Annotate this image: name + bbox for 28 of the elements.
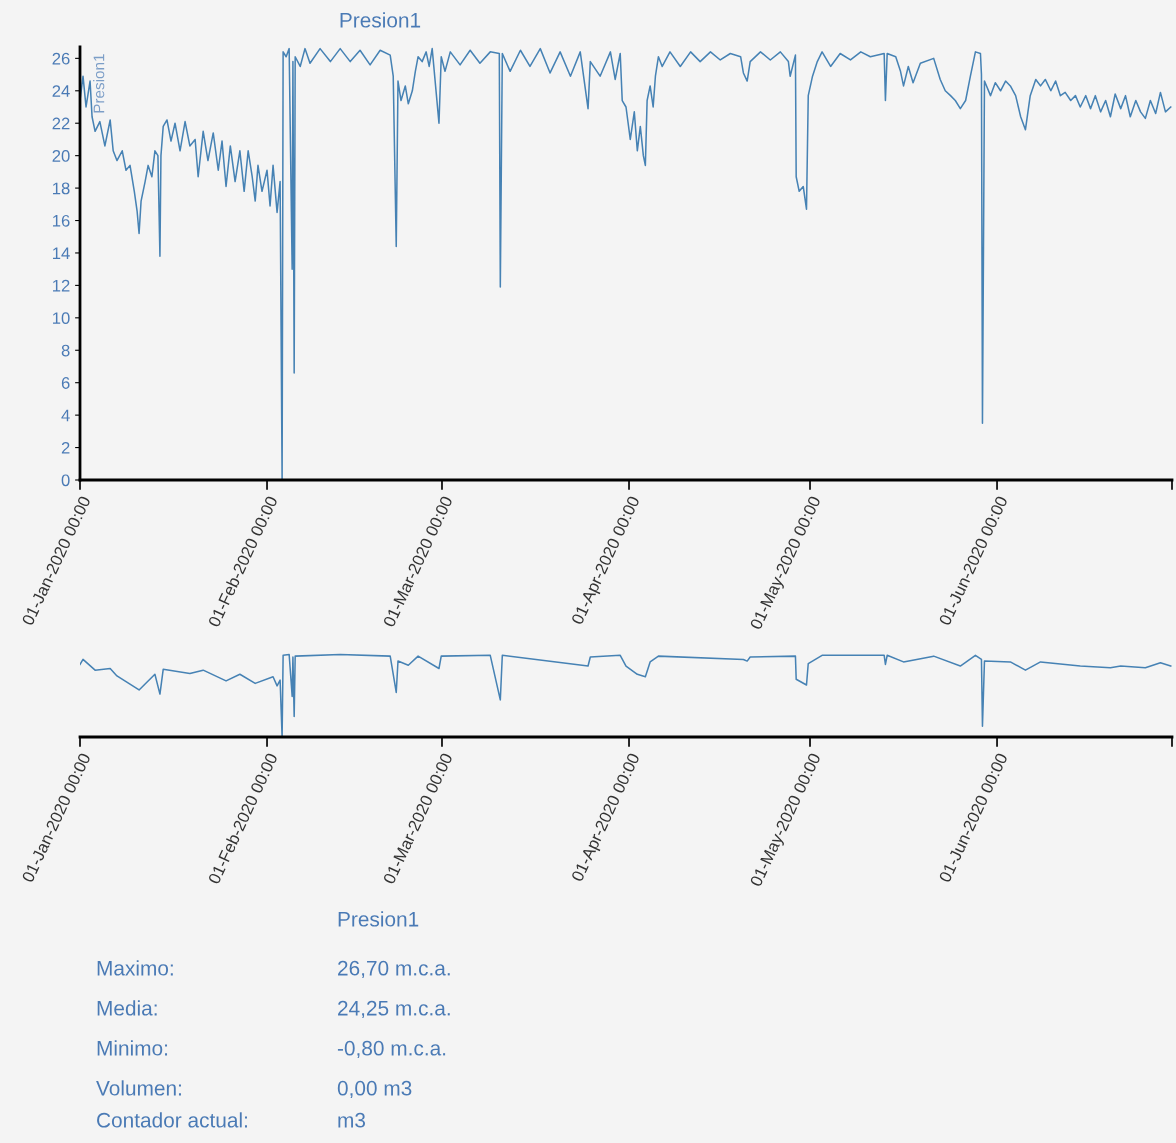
y-tick-label: 4 (61, 409, 70, 422)
y-tick-label: 6 (61, 377, 70, 389)
y-tick-label: 8 (61, 344, 70, 357)
text: Contador actual: (97, 1112, 247, 1128)
text: Media: (97, 1000, 157, 1016)
y-tick-label: 22 (52, 117, 70, 130)
text: -0,80 m.c.a. (337, 1040, 446, 1059)
y-tick-label: 14 (53, 247, 70, 259)
text: Presion1 (338, 911, 419, 927)
text: m3 (338, 1112, 366, 1128)
text: Volumen: (96, 1080, 181, 1096)
text: Minimo: (97, 1040, 168, 1056)
y-tick-label: 24 (52, 85, 70, 97)
text: 26,70 m.c.a. (338, 960, 450, 979)
y-tick-label: 26 (52, 52, 70, 65)
y-tick-label: 10 (53, 312, 70, 325)
y-axis-title: Presion1 (93, 54, 105, 113)
y-tick-label: 2 (61, 441, 70, 454)
text: 0,00 m3 (337, 1080, 412, 1099)
y-tick-label: 12 (53, 279, 70, 292)
y-tick-label: 0 (61, 474, 70, 487)
chart-title: Presion1 (340, 12, 421, 28)
y-tick-label: 20 (52, 150, 70, 162)
text: 24,25 m.c.a. (338, 1000, 450, 1019)
y-tick-label: 18 (53, 182, 70, 195)
y-tick-label: 16 (53, 214, 70, 227)
text: Maximo: (97, 960, 173, 976)
line-series (80, 47, 1172, 480)
